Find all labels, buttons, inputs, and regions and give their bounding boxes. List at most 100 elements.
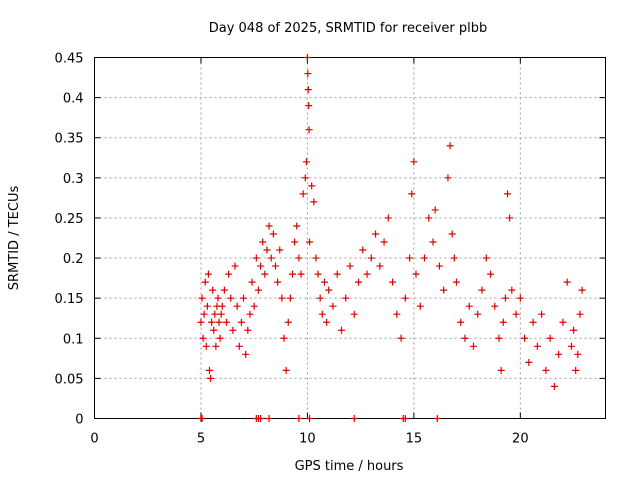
data-point [346, 262, 354, 270]
grid [94, 57, 606, 419]
data-point [397, 334, 405, 342]
data-point [363, 270, 371, 278]
data-point [478, 286, 486, 294]
data-point [199, 334, 207, 342]
data-point [431, 206, 439, 214]
data-point [267, 254, 275, 262]
data-point [533, 342, 541, 350]
data-point [578, 286, 586, 294]
y-tick-label: 0.3 [63, 172, 84, 187]
data-point [269, 230, 277, 238]
x-tick-label: 5 [197, 432, 205, 447]
data-point [529, 318, 537, 326]
data-point [291, 238, 299, 246]
data-point [215, 318, 223, 326]
data-point [210, 326, 218, 334]
data-point [304, 70, 312, 78]
data-point [333, 270, 341, 278]
data-point [248, 278, 256, 286]
data-point [487, 270, 495, 278]
data-point [263, 246, 271, 254]
data-point [214, 294, 222, 302]
data-point [305, 102, 313, 110]
data-point [305, 126, 313, 134]
y-axis-label: SRMTID / TECUs [7, 186, 22, 291]
data-point [497, 366, 505, 374]
data-point [286, 294, 294, 302]
zero-marker [257, 415, 265, 422]
data-point [320, 278, 328, 286]
data-point [252, 254, 260, 262]
data-point [233, 302, 241, 310]
data-point [231, 262, 239, 270]
data-point [250, 302, 258, 310]
data-point [546, 334, 554, 342]
data-point [469, 342, 477, 350]
data-point [576, 310, 584, 318]
data-point [376, 262, 384, 270]
data-point [393, 310, 401, 318]
data-point [203, 302, 211, 310]
data-point [220, 286, 228, 294]
data-point [218, 302, 226, 310]
data-point [211, 310, 219, 318]
data-point [508, 286, 516, 294]
plot-frame [94, 57, 606, 419]
y-tick-label: 0 [75, 413, 83, 428]
data-point [297, 270, 305, 278]
data-point [440, 286, 448, 294]
data-point [350, 310, 358, 318]
data-point [242, 350, 250, 358]
data-point [457, 318, 465, 326]
data-point [499, 318, 507, 326]
data-point [429, 238, 437, 246]
data-point [209, 286, 217, 294]
data-point [254, 286, 262, 294]
x-tick-label: 20 [512, 432, 529, 447]
data-point [559, 318, 567, 326]
data-point [412, 270, 420, 278]
data-point [495, 334, 503, 342]
data-point [265, 222, 273, 230]
data-point [301, 174, 309, 182]
data-point [201, 278, 209, 286]
data-point [482, 254, 490, 262]
data-point [295, 254, 303, 262]
x-tick-label: 10 [299, 432, 316, 447]
data-point [293, 222, 301, 230]
data-point [274, 278, 282, 286]
data-point [555, 350, 563, 358]
data-point [225, 270, 233, 278]
data-point [278, 294, 286, 302]
data-point [227, 294, 235, 302]
data-point [280, 334, 288, 342]
data-point [284, 318, 292, 326]
data-point [282, 366, 290, 374]
data-point [240, 294, 248, 302]
data-point [342, 294, 350, 302]
data-point [304, 86, 312, 94]
data-point [359, 246, 367, 254]
zero-marker [198, 415, 206, 422]
data-point [261, 270, 269, 278]
data-point [516, 294, 524, 302]
data-point [323, 318, 331, 326]
data-point [367, 254, 375, 262]
data-point [550, 382, 558, 390]
data-point [448, 230, 456, 238]
zero-marker [401, 415, 409, 422]
data-point [325, 286, 333, 294]
zero-marker [350, 415, 358, 422]
data-point [229, 326, 237, 334]
data-point [567, 342, 575, 350]
data-point [425, 214, 433, 222]
data-point [435, 262, 443, 270]
data-point [237, 318, 245, 326]
data-point [235, 342, 243, 350]
data-point [198, 294, 206, 302]
data-point [276, 246, 284, 254]
x-tick-label: 0 [90, 432, 98, 447]
chart-title: Day 048 of 2025, SRMTID for receiver plb… [209, 21, 488, 36]
zero-marker [265, 415, 273, 422]
